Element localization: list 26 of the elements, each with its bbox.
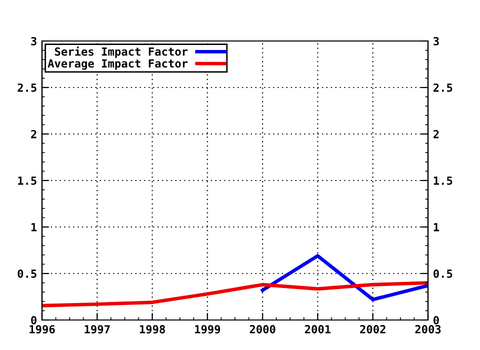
y-tick-label: 1	[31, 223, 37, 232]
y2-tick-label: 3	[434, 36, 439, 46]
y2-tick-label: 0	[434, 316, 439, 324]
legend-label: Average Impact Factor	[48, 59, 188, 70]
y-tick-label: 0	[31, 316, 36, 324]
y2-tick-label: 2	[433, 130, 439, 138]
y-tick-label: 1.5	[18, 176, 36, 185]
x-tick-label: 1998	[140, 325, 165, 334]
y-tick-label: 0.5	[18, 269, 36, 278]
legend-label: Series Impact Factor	[54, 46, 188, 58]
x-tick-label: 2000	[250, 325, 276, 334]
y-tick-label: 2.5	[18, 83, 36, 92]
y-tick-label: 3	[31, 36, 36, 46]
line-series	[42, 281, 428, 308]
x-tick-label: 2003	[415, 325, 441, 334]
y2-tick-label: 2.5	[433, 83, 452, 92]
y2-tick-label: 1.5	[434, 176, 452, 185]
x-tick-label: 1997	[84, 325, 110, 334]
line-series	[260, 254, 428, 302]
y-tick-label: 2	[31, 130, 36, 138]
x-tick-label: 1999	[195, 325, 220, 334]
y2-tick-label: 1	[434, 223, 440, 232]
x-tick-label: 1996	[30, 325, 55, 334]
y2-tick-label: 0.5	[434, 269, 452, 278]
x-tick-label: 2002	[360, 325, 386, 334]
x-tick-label: 2001	[304, 325, 331, 334]
